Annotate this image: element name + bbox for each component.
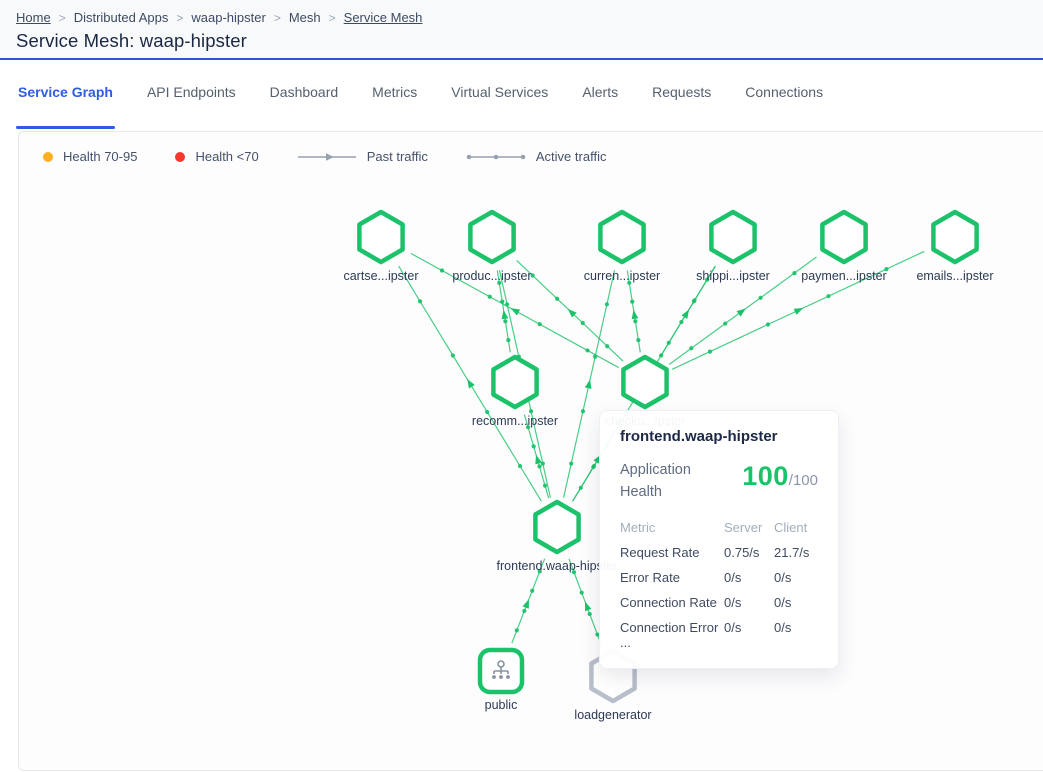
legend-label: Health 70-95 bbox=[63, 149, 137, 164]
metric-name: Error Rate bbox=[620, 570, 724, 585]
metrics-header-server: Server bbox=[724, 520, 774, 535]
node-public[interactable]: public bbox=[480, 650, 522, 712]
breadcrumb-separator: > bbox=[176, 11, 183, 25]
tab-dashboard[interactable]: Dashboard bbox=[270, 84, 339, 129]
tab-service-graph[interactable]: Service Graph bbox=[18, 84, 113, 129]
page-header: Home > Distributed Apps > waap-hipster > Mesh >… bbox=[0, 0, 1043, 60]
node-cartservice[interactable]: cartse...ipster bbox=[343, 212, 418, 283]
node-paymentservice[interactable]: paymen...ipster bbox=[801, 212, 886, 283]
metric-value: 0/s bbox=[774, 620, 818, 650]
tab-bar: Service Graph API Endpoints Dashboard Metri… bbox=[0, 60, 1043, 129]
metrics-header-metric: Metric bbox=[620, 520, 724, 535]
health-score: 100/100 bbox=[742, 461, 818, 504]
active-traffic-icon bbox=[466, 152, 526, 162]
metric-name: Connection Rate bbox=[620, 595, 724, 610]
legend: Health 70-95 Health <70 Past traffic Active… bbox=[43, 149, 606, 164]
breadcrumb-separator: > bbox=[59, 11, 66, 25]
metric-value: 21.7/s bbox=[774, 545, 818, 560]
tab-alerts[interactable]: Alerts bbox=[582, 84, 618, 129]
breadcrumb: Home > Distributed Apps > waap-hipster > Mesh >… bbox=[16, 10, 1027, 25]
breadcrumb-item-service-mesh[interactable]: Service Mesh bbox=[344, 10, 423, 25]
legend-label: Active traffic bbox=[536, 149, 607, 164]
node-label-paymentservice: paymen...ipster bbox=[801, 269, 886, 283]
breadcrumb-item-home[interactable]: Home bbox=[16, 10, 51, 25]
breadcrumb-item-mesh[interactable]: Mesh bbox=[289, 10, 321, 25]
node-shippingservice[interactable]: shippi...ipster bbox=[696, 212, 770, 283]
node-productcatalog[interactable]: produc...ipster bbox=[452, 212, 531, 283]
past-traffic-icon bbox=[297, 152, 357, 162]
tooltip-health-row: Application Health 100/100 bbox=[620, 460, 818, 504]
tab-metrics[interactable]: Metrics bbox=[372, 84, 417, 129]
breadcrumb-item-distributed-apps[interactable]: Distributed Apps bbox=[74, 10, 169, 25]
legend-label: Past traffic bbox=[367, 149, 428, 164]
node-recommendation[interactable]: recomm...ipster bbox=[472, 357, 558, 428]
metric-name: Connection Error ... bbox=[620, 620, 724, 650]
node-label-shippingservice: shippi...ipster bbox=[696, 269, 770, 283]
node-currencyservice[interactable]: curren...ipster bbox=[584, 212, 660, 283]
metric-value: 0/s bbox=[774, 595, 818, 610]
node-label-recommendation: recomm...ipster bbox=[472, 414, 558, 428]
tab-requests[interactable]: Requests bbox=[652, 84, 711, 129]
legend-item-active-traffic: Active traffic bbox=[466, 149, 607, 164]
node-label-loadgenerator: loadgenerator bbox=[574, 708, 651, 722]
metrics-header-client: Client bbox=[774, 520, 818, 535]
metric-name: Request Rate bbox=[620, 545, 724, 560]
breadcrumb-item-waap-hipster[interactable]: waap-hipster bbox=[191, 10, 265, 25]
node-label-productcatalog: produc...ipster bbox=[452, 269, 531, 283]
legend-item-health-70-95: Health 70-95 bbox=[43, 149, 137, 164]
service-graph: cartse...ipster produc...ipster curren...i… bbox=[19, 132, 1043, 772]
tab-virtual-services[interactable]: Virtual Services bbox=[451, 84, 548, 129]
node-label-emailservice: emails...ipster bbox=[916, 269, 993, 283]
health-score-max: /100 bbox=[789, 472, 818, 489]
health-label: Application Health bbox=[620, 460, 728, 504]
tab-api-endpoints[interactable]: API Endpoints bbox=[147, 84, 236, 129]
metric-value: 0/s bbox=[724, 620, 774, 650]
legend-dot-icon bbox=[43, 152, 53, 162]
metrics-table: MetricServerClient Request Rate0.75/s21.7… bbox=[620, 520, 818, 650]
node-label-public: public bbox=[485, 698, 518, 712]
node-label-cartservice: cartse...ipster bbox=[343, 269, 418, 283]
legend-item-health-70: Health <70 bbox=[175, 149, 258, 164]
service-tooltip: frontend.waap-hipster Application Health… bbox=[599, 410, 839, 669]
tab-connections[interactable]: Connections bbox=[745, 84, 823, 129]
metric-value: 0/s bbox=[724, 570, 774, 585]
node-emailservice[interactable]: emails...ipster bbox=[916, 212, 993, 283]
breadcrumb-separator: > bbox=[274, 11, 281, 25]
metric-value: 0/s bbox=[774, 570, 818, 585]
page-title: Service Mesh: waap-hipster bbox=[16, 30, 1027, 52]
legend-item-past-traffic: Past traffic bbox=[297, 149, 428, 164]
legend-dot-icon bbox=[175, 152, 185, 162]
node-label-currencyservice: curren...ipster bbox=[584, 269, 660, 283]
health-score-value: 100 bbox=[742, 461, 789, 492]
breadcrumb-separator: > bbox=[329, 11, 336, 25]
metric-value: 0/s bbox=[724, 595, 774, 610]
metric-value: 0.75/s bbox=[724, 545, 774, 560]
tooltip-service-name: frontend.waap-hipster bbox=[620, 428, 818, 445]
service-graph-panel: Health 70-95 Health <70 Past traffic Active… bbox=[18, 131, 1043, 771]
legend-label: Health <70 bbox=[195, 149, 258, 164]
